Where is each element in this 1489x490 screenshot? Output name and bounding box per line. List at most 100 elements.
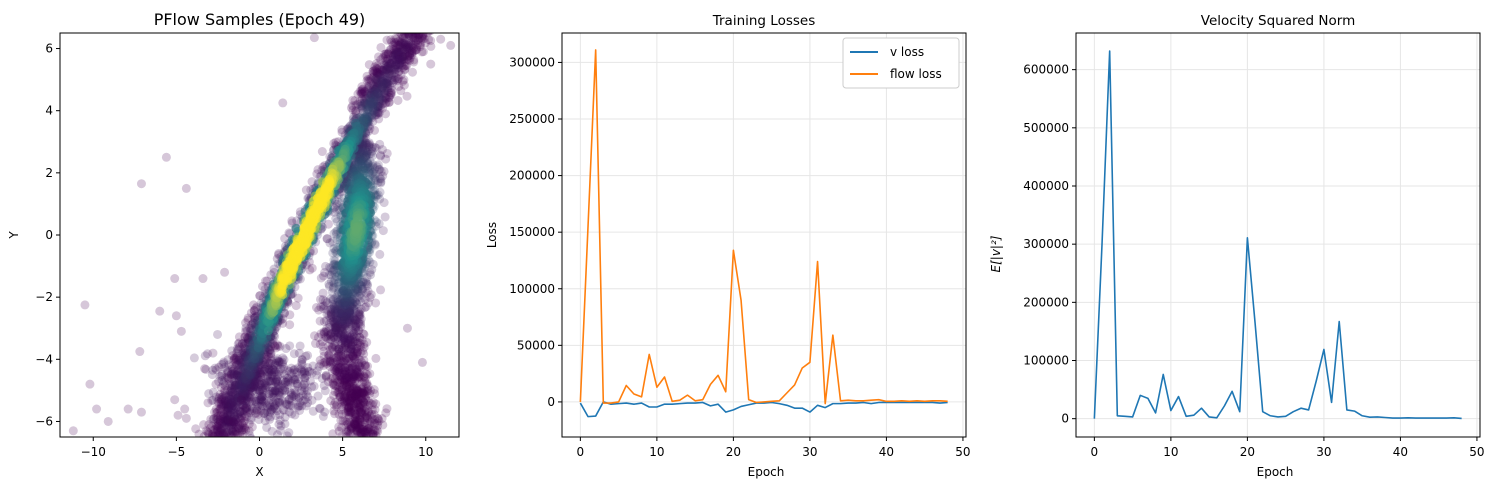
scatter-point: [226, 407, 236, 417]
scatter-point: [370, 66, 380, 76]
scatter-point: [342, 420, 352, 430]
scatter-point: [336, 405, 346, 415]
scatter-point: [215, 390, 225, 400]
scatter-point: [354, 354, 364, 364]
y-tick-label: −2: [35, 290, 53, 304]
scatter-point: [338, 380, 348, 390]
scatter-point: [408, 23, 417, 32]
scatter-point: [357, 85, 367, 95]
scatter-point: [409, 33, 419, 38]
scatter-point: [394, 66, 404, 76]
scatter-point: [341, 366, 351, 376]
scatter-point: [342, 417, 352, 427]
scatter-point: [377, 414, 387, 424]
scatter-point: [383, 87, 393, 97]
scatter-point: [385, 90, 395, 100]
scatter-point: [337, 127, 347, 137]
scatter-point: [335, 384, 345, 394]
scatter-point: [240, 424, 250, 434]
scatter-point: [335, 375, 345, 385]
scatter-point: [372, 63, 382, 73]
scatter-point: [355, 97, 365, 107]
scatter-point-outlier: [135, 347, 145, 357]
scatter-point: [216, 397, 226, 407]
scatter-point: [386, 90, 396, 100]
scatter-point: [399, 75, 409, 85]
scatter-point: [337, 335, 347, 345]
scatter-point: [289, 349, 299, 359]
scatter-point: [325, 356, 335, 366]
scatter-point: [263, 343, 273, 353]
scatter-point: [354, 376, 364, 386]
scatter-point: [321, 316, 331, 326]
scatter-point: [381, 49, 391, 59]
scatter-point: [399, 38, 409, 48]
scatter-point: [323, 334, 333, 344]
scatter-point: [396, 39, 406, 49]
scatter-point: [394, 67, 404, 77]
scatter-point: [237, 423, 247, 433]
scatter-point: [342, 333, 352, 343]
scatter-point: [343, 334, 353, 344]
scatter-point: [339, 370, 349, 380]
scatter-point: [373, 426, 383, 436]
scatter-point: [323, 330, 333, 340]
scatter-point: [344, 413, 354, 423]
scatter-point: [349, 348, 359, 358]
scatter-point: [427, 23, 436, 32]
scatter-point: [352, 373, 362, 383]
scatter-point: [219, 421, 229, 431]
scatter-point: [346, 388, 356, 398]
scatter-point: [414, 18, 423, 27]
scatter-point: [234, 338, 244, 348]
scatter-point: [375, 67, 385, 77]
scatter-point: [346, 398, 356, 408]
scatter-point: [356, 319, 366, 329]
scatter-point: [351, 388, 361, 398]
scatter-point: [364, 423, 374, 433]
scatter-point: [363, 407, 373, 417]
scatter-point: [401, 60, 411, 70]
scatter-point: [391, 50, 401, 60]
scatter-point: [289, 391, 299, 401]
x-tick-label: 20: [726, 445, 741, 459]
scatter-point: [373, 110, 383, 120]
scatter-point: [321, 372, 331, 382]
scatter-point: [237, 339, 247, 349]
scatter-point: [345, 428, 355, 437]
scatter-point: [365, 389, 375, 399]
scatter-point: [347, 351, 357, 361]
scatter-point: [339, 377, 349, 387]
scatter-point: [347, 356, 357, 366]
scatter-point: [342, 382, 352, 392]
scatter-point: [347, 376, 357, 386]
scatter-point-outlier: [278, 98, 288, 108]
scatter-point: [358, 141, 368, 151]
scatter-point: [337, 384, 347, 394]
x-tick-label: 0: [256, 445, 264, 459]
scatter-point: [365, 398, 375, 408]
scatter-point: [374, 70, 384, 80]
scatter-point: [223, 415, 233, 425]
scatter-point: [214, 362, 224, 372]
scatter-point: [391, 38, 401, 48]
scatter-point: [222, 414, 232, 424]
scatter-point: [348, 369, 358, 379]
scatter-point: [349, 332, 359, 342]
scatter-point: [245, 430, 255, 437]
scatter-point: [433, 7, 442, 16]
scatter-point: [363, 84, 373, 94]
scatter-point: [329, 332, 339, 342]
scatter-point: [340, 349, 350, 359]
scatter-point: [374, 114, 384, 124]
scatter-point: [388, 55, 398, 65]
scatter-point: [373, 60, 383, 70]
scatter-point: [350, 361, 360, 371]
scatter-point: [367, 405, 377, 415]
scatter-point: [214, 392, 224, 402]
scatter-point: [315, 339, 325, 349]
scatter-point: [373, 414, 383, 424]
scatter-point: [355, 428, 365, 437]
scatter-point: [405, 56, 415, 66]
scatter-point: [401, 42, 411, 52]
